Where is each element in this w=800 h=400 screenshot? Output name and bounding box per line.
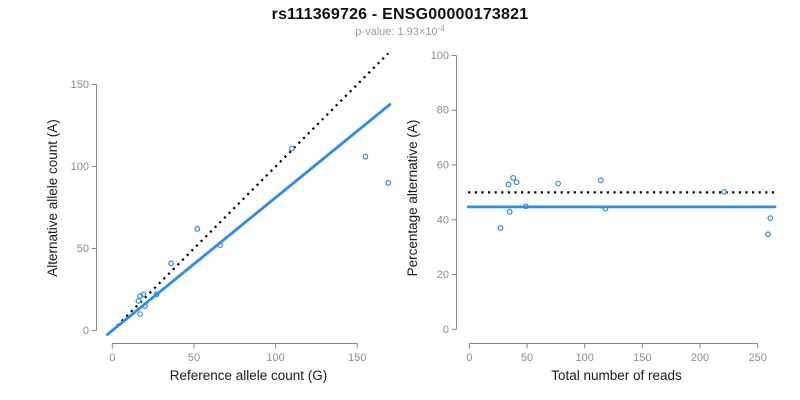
data-point [721, 188, 728, 195]
identity-line [111, 52, 390, 332]
percentage-reads-scatter-panel: 0 50 100 150 200 250 0 20 40 60 80 100 Total number … [405, 50, 777, 383]
y-tick-label: 60 [437, 160, 449, 172]
plot-title: rs111369726 - ENSG00000173821 [271, 6, 529, 23]
data-point [506, 208, 513, 215]
x-axis-title: Reference allele count (G) [170, 368, 328, 383]
y-tick-label: 50 [77, 243, 89, 255]
data-point [137, 311, 143, 318]
x-tick-label: 50 [521, 352, 533, 364]
x-tick-label: 50 [188, 352, 200, 364]
y-tick-label: 100 [71, 161, 89, 173]
y-tick-label: 0 [83, 325, 89, 337]
p-value-exponent: -4 [437, 24, 445, 33]
x-tick-label: 150 [633, 352, 651, 364]
plot-subtitle: p-value: 1.93×10-4 [0, 24, 800, 38]
data-point [497, 225, 504, 231]
allele-count-scatter-panel: 0 50 100 150 0 50 100 150 Reference allele count… [45, 52, 392, 383]
data-point [362, 153, 369, 160]
data-point [513, 179, 520, 186]
x-tick-label: 100 [575, 352, 593, 364]
data-point [522, 203, 529, 210]
y-tick-label: 0 [443, 324, 449, 336]
y-tick-label: 100 [431, 50, 449, 62]
data-point [135, 298, 142, 304]
y-tick-label: 150 [71, 79, 89, 91]
x-tick-label: 200 [691, 352, 709, 364]
data-point [505, 181, 512, 188]
y-axis-title: Percentage alternative (A) [405, 120, 420, 277]
data-point [194, 225, 201, 232]
data-point [140, 291, 147, 298]
data-point [767, 215, 774, 222]
x-tick-label: 150 [348, 352, 366, 364]
y-tick-label: 20 [437, 269, 449, 281]
data-point [765, 231, 771, 238]
y-axis-title: Alternative allele count (A) [45, 119, 60, 277]
data-point [510, 174, 517, 181]
data-point [555, 180, 562, 187]
data-point [385, 180, 392, 186]
data-point [289, 145, 295, 152]
x-axis-title: Total number of reads [551, 368, 682, 383]
y-tick-label: 40 [437, 214, 449, 226]
data-point [153, 291, 160, 298]
x-tick-label: 250 [748, 352, 766, 364]
data-point [142, 303, 148, 309]
data-point [602, 205, 609, 212]
data-point [168, 260, 175, 267]
data-point [597, 177, 604, 184]
fit-line [106, 103, 392, 336]
x-tick-label: 100 [266, 352, 284, 364]
x-tick-label: 0 [109, 352, 115, 364]
p-value-text: p-value: 1.93×10 [355, 26, 438, 38]
y-tick-label: 80 [437, 105, 449, 117]
x-tick-label: 0 [466, 352, 472, 364]
data-point [217, 242, 223, 249]
